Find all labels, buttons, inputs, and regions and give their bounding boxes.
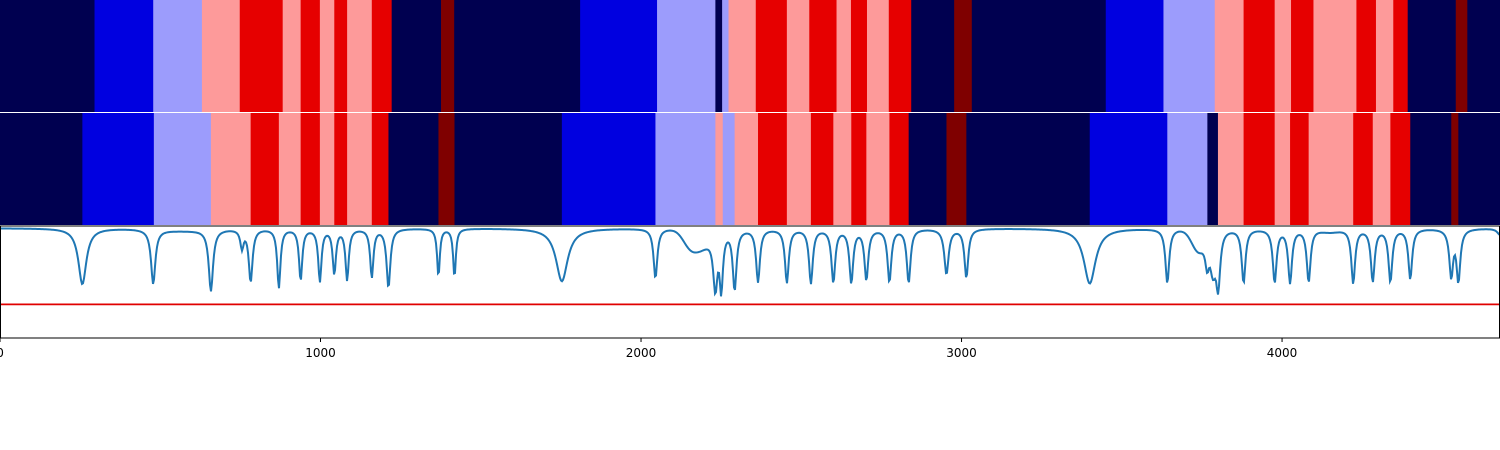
heatmap-cell <box>153 113 212 225</box>
heatmap-cell <box>1407 0 1457 112</box>
heatmap-cell <box>1393 0 1409 112</box>
x-tick-label: 2000 <box>626 346 657 360</box>
x-tick-label: 1000 <box>305 346 336 360</box>
heatmap-cell <box>278 113 302 225</box>
heatmap-cell <box>300 113 321 225</box>
heatmap-cell <box>888 0 912 112</box>
heatmap-cell <box>319 113 335 225</box>
heatmap-cell <box>347 0 373 112</box>
heatmap-cell <box>734 113 759 225</box>
heatmap-row-2 <box>0 113 1500 225</box>
heatmap-cell <box>1455 0 1468 112</box>
heatmap-cell <box>334 0 348 112</box>
signal-line <box>0 227 1500 297</box>
heatmap-cell <box>728 0 757 112</box>
heatmap-rows <box>0 0 1500 225</box>
heatmap-cell <box>655 113 716 225</box>
heatmap-cell <box>0 113 83 225</box>
heatmap-cell <box>454 0 581 112</box>
heatmap-cell <box>836 0 852 112</box>
heatmap-cell <box>0 0 95 112</box>
heatmap-cell <box>201 0 241 112</box>
heatmap-cell <box>810 113 834 225</box>
heatmap-cell <box>347 113 373 225</box>
heatmap-cell <box>889 113 910 225</box>
heatmap-cell <box>1467 0 1500 112</box>
heatmap-cell <box>851 113 867 225</box>
heatmap-cell <box>438 113 455 225</box>
heatmap-cell <box>300 0 321 112</box>
heatmap-cell <box>908 113 947 225</box>
heatmap-cell <box>282 0 302 112</box>
heatmap-cell <box>388 113 439 225</box>
heatmap-cell <box>1105 0 1164 112</box>
heatmap-cell <box>1313 0 1357 112</box>
heatmap-cell <box>954 0 973 112</box>
heatmap-cell <box>850 0 868 112</box>
heatmap-cell <box>911 0 955 112</box>
heatmap-cell <box>82 113 155 225</box>
heatmap-cell <box>250 113 280 225</box>
heatmap-cell <box>153 0 203 112</box>
heatmap-cell <box>833 113 852 225</box>
heatmap-cell <box>809 0 837 112</box>
x-tick-label: 3000 <box>946 346 977 360</box>
heatmap-cell <box>580 0 658 112</box>
x-axis: 0 1000 2000 3000 4000 <box>0 338 1297 360</box>
heatmap-cell <box>1308 113 1354 225</box>
heatmap-cell <box>1458 113 1500 225</box>
heatmap-cell <box>1243 0 1276 112</box>
heatmap-cell <box>722 113 736 225</box>
signal-panel <box>0 225 1500 339</box>
heatmap-cell <box>758 113 788 225</box>
heatmap-cell <box>946 113 967 225</box>
heatmap-cell <box>454 113 563 225</box>
heatmap-cell <box>441 0 455 112</box>
heatmap-cell <box>239 0 284 112</box>
heatmap-cell <box>1163 0 1216 112</box>
heatmap-cell <box>1214 0 1244 112</box>
heatmap-row-1 <box>0 0 1500 112</box>
heatmap-cell <box>1353 113 1374 225</box>
heatmap-cell <box>657 0 716 112</box>
heatmap-cell <box>1243 113 1276 225</box>
heatmap-cell <box>94 0 154 112</box>
heatmap-cell <box>1167 113 1208 225</box>
heatmap-cell <box>1372 113 1391 225</box>
heatmap-cell <box>786 0 810 112</box>
heatmap-cell <box>715 0 723 112</box>
x-tick-label: 0 <box>0 346 4 360</box>
heatmap-cell <box>1356 0 1377 112</box>
heatmap-cell <box>371 113 389 225</box>
heatmap-cell <box>971 0 1107 112</box>
x-tick-label: 4000 <box>1267 346 1298 360</box>
heatmap-cell <box>1375 0 1394 112</box>
heatmap-cell <box>1217 113 1244 225</box>
heatmap-cell <box>715 113 724 225</box>
heatmap-cell <box>1451 113 1459 225</box>
heatmap-cell <box>786 113 812 225</box>
heatmap-cell <box>966 113 1091 225</box>
heatmap-cell <box>755 0 788 112</box>
heatmap-cell <box>319 0 335 112</box>
heatmap-cell <box>1291 0 1314 112</box>
heatmap-cell <box>1274 113 1291 225</box>
heatmap-cell <box>391 0 442 112</box>
heatmap-cell <box>866 0 890 112</box>
heatmap-cell <box>334 113 348 225</box>
heatmap-cell <box>1410 113 1452 225</box>
heatmap-cell <box>722 0 729 112</box>
heatmap-cell <box>371 0 393 112</box>
heatmap-cell <box>561 113 656 225</box>
heatmap-cell <box>1207 113 1219 225</box>
heatmap-cell <box>866 113 890 225</box>
heatmap-cell <box>1274 0 1292 112</box>
heatmap-cell <box>1390 113 1411 225</box>
heatmap-cell <box>1290 113 1310 225</box>
heatmap-cell <box>210 113 252 225</box>
heatmap-cell <box>1089 113 1168 225</box>
